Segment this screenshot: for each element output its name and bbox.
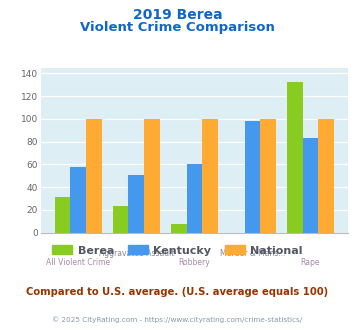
- Text: Rape: Rape: [301, 258, 320, 267]
- Bar: [260, 119, 276, 233]
- Bar: [318, 119, 334, 233]
- Legend: Berea, Kentucky, National: Berea, Kentucky, National: [48, 241, 307, 260]
- Bar: [171, 223, 186, 233]
- Bar: [86, 119, 102, 233]
- Text: Robbery: Robbery: [179, 258, 210, 267]
- Text: © 2025 CityRating.com - https://www.cityrating.com/crime-statistics/: © 2025 CityRating.com - https://www.city…: [53, 317, 302, 323]
- Text: Compared to U.S. average. (U.S. average equals 100): Compared to U.S. average. (U.S. average …: [26, 287, 329, 297]
- Bar: [287, 82, 302, 233]
- Bar: [70, 167, 86, 233]
- Text: Violent Crime Comparison: Violent Crime Comparison: [80, 21, 275, 34]
- Bar: [144, 119, 160, 233]
- Bar: [302, 138, 318, 233]
- Bar: [55, 197, 70, 233]
- Text: 2019 Berea: 2019 Berea: [133, 8, 222, 22]
- Bar: [245, 121, 260, 233]
- Bar: [186, 164, 202, 233]
- Bar: [202, 119, 218, 233]
- Text: Aggravated Assault: Aggravated Assault: [99, 248, 174, 258]
- Bar: [129, 175, 144, 233]
- Text: All Violent Crime: All Violent Crime: [46, 258, 110, 267]
- Text: Murder & Mans...: Murder & Mans...: [220, 248, 285, 258]
- Bar: [113, 207, 129, 233]
